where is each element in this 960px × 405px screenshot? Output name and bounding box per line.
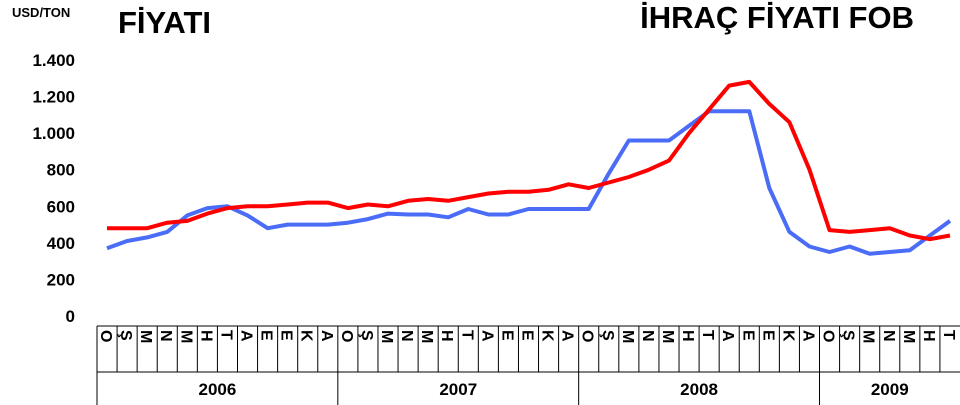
x-tick-label: K — [539, 330, 556, 342]
year-label: 2008 — [680, 380, 718, 399]
x-tick-label: M — [860, 330, 877, 343]
year-label: 2009 — [871, 380, 909, 399]
x-tick-label: M — [659, 330, 676, 343]
y-tick-label: 200 — [47, 270, 75, 289]
x-tick-label: N — [639, 330, 656, 342]
x-tick-label: N — [880, 330, 897, 342]
x-tick-label: N — [398, 330, 415, 342]
x-tick-label: T — [940, 330, 957, 340]
x-tick-label: O — [579, 330, 596, 342]
x-tick-label: E — [759, 330, 776, 341]
x-tick-label: Ş — [358, 330, 375, 341]
legend-label: FİYATI — [118, 5, 211, 40]
x-tick-label: Ş — [117, 330, 134, 341]
x-tick-label: M — [137, 330, 154, 343]
y-tick-label: 0 — [66, 307, 75, 326]
y-axis-label: USD/TON — [12, 5, 70, 20]
x-tick-label: H — [920, 330, 937, 342]
x-tick-label: Ş — [599, 330, 616, 341]
series-line — [106, 109, 952, 256]
x-tick-label: E — [258, 330, 275, 341]
y-tick-label: 1.000 — [32, 124, 75, 143]
x-tick-label: O — [338, 330, 355, 342]
y-tick-label: 1.400 — [32, 51, 75, 70]
x-tick-label: K — [779, 330, 796, 342]
x-tick-label: H — [197, 330, 214, 342]
x-tick-label: K — [298, 330, 315, 342]
y-tick-label: 1.200 — [32, 88, 75, 107]
x-tick-label: O — [820, 330, 837, 342]
legend-label: İHRAÇ FİYATI FOB — [640, 0, 914, 35]
x-tick-label: E — [278, 330, 295, 341]
x-tick-label: M — [418, 330, 435, 343]
x-tick-label: T — [699, 330, 716, 340]
x-tick-label: A — [799, 330, 816, 342]
y-tick-label: 600 — [47, 197, 75, 216]
year-label: 2006 — [199, 380, 237, 399]
x-tick-label: A — [318, 330, 335, 342]
x-tick-label: A — [238, 330, 255, 342]
x-tick-label: T — [217, 330, 234, 340]
y-tick-label: 800 — [47, 161, 75, 180]
x-tick-label: E — [498, 330, 515, 341]
x-tick-label: H — [679, 330, 696, 342]
x-tick-label: M — [619, 330, 636, 343]
x-tick-label: M — [177, 330, 194, 343]
x-tick-label: M — [378, 330, 395, 343]
x-tick-label: A — [478, 330, 495, 342]
x-tick-label: N — [157, 330, 174, 342]
y-tick-label: 400 — [47, 234, 75, 253]
x-tick-label: E — [739, 330, 756, 341]
x-tick-label: T — [458, 330, 475, 340]
x-tick-label: H — [438, 330, 455, 342]
x-tick-label: A — [559, 330, 576, 342]
x-tick-label: O — [97, 330, 114, 342]
year-label: 2007 — [439, 380, 477, 399]
x-tick-label: A — [719, 330, 736, 342]
x-tick-label: E — [519, 330, 536, 341]
x-tick-label: M — [900, 330, 917, 343]
series-line — [107, 79, 951, 242]
x-tick-label: Ş — [840, 330, 857, 341]
